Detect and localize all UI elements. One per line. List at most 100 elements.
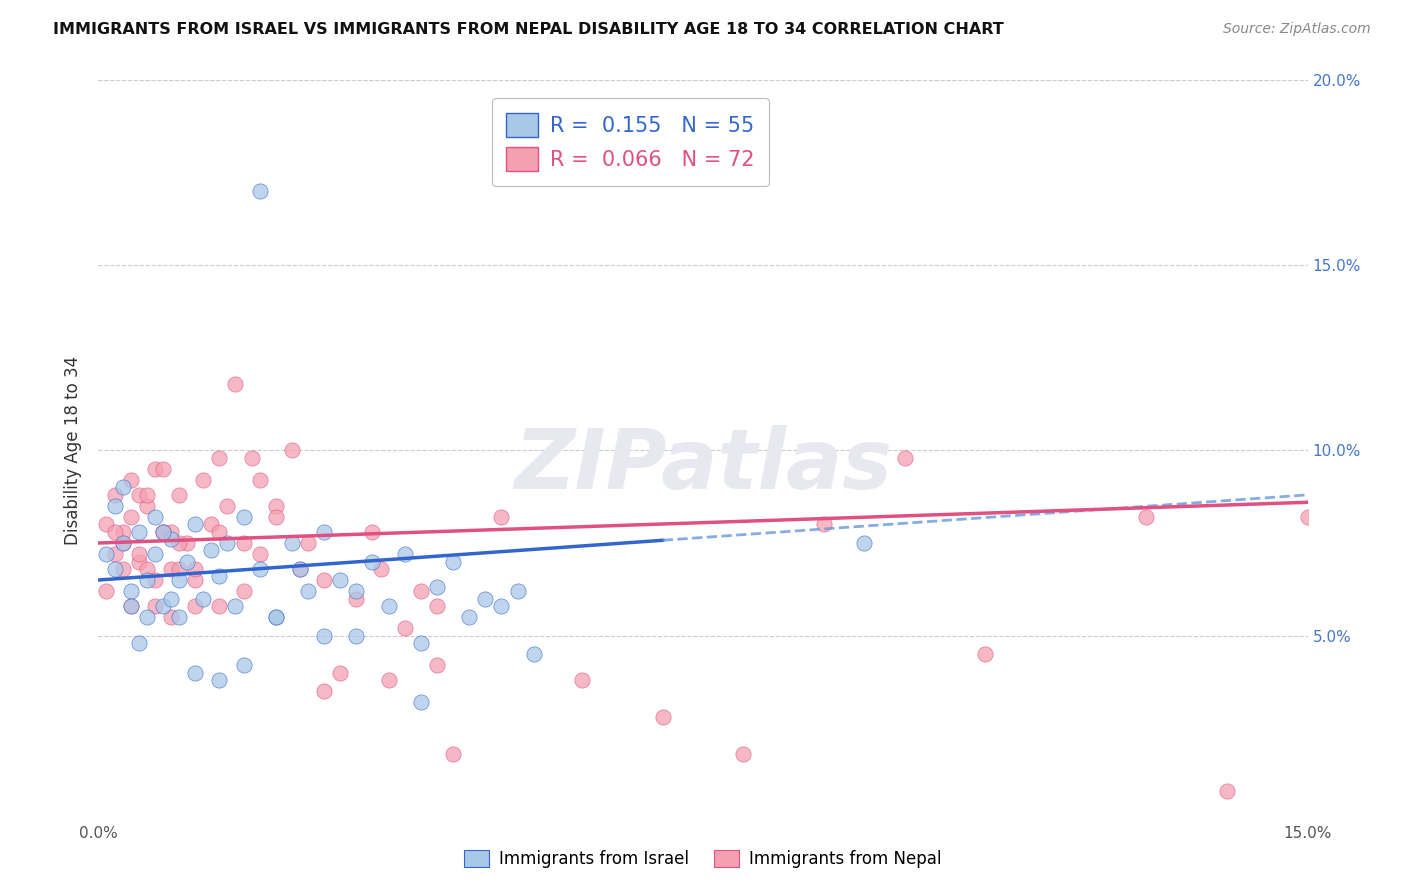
Point (184, 599, 207, 613)
Point (224, 376, 246, 391)
Point (506, 584, 529, 599)
Point (974, 647, 997, 661)
Text: Source: ZipAtlas.com: Source: ZipAtlas.com (1223, 22, 1371, 37)
Point (135, 562, 157, 576)
Point (426, 581, 449, 595)
Y-axis label: Disability Age 18 to 34: Disability Age 18 to 34 (65, 356, 83, 545)
Point (232, 510, 254, 524)
Text: ZIPatlas: ZIPatlas (515, 425, 891, 506)
Point (120, 510, 142, 524)
Point (344, 628, 367, 642)
Point (361, 554, 384, 569)
Point (167, 488, 190, 502)
Point (152, 524, 174, 539)
Point (224, 599, 246, 613)
Point (200, 517, 222, 532)
Point (474, 591, 496, 606)
Point (184, 573, 207, 587)
Point (314, 524, 336, 539)
Point (329, 665, 352, 680)
Point (249, 547, 271, 561)
Point (135, 610, 157, 624)
Point (135, 488, 157, 502)
Point (344, 584, 367, 599)
Point (297, 536, 319, 550)
Point (813, 517, 835, 532)
Point (160, 533, 183, 547)
Point (143, 547, 166, 561)
Point (264, 610, 287, 624)
Point (152, 524, 174, 539)
Point (135, 499, 157, 513)
Point (329, 573, 352, 587)
Text: IMMIGRANTS FROM ISRAEL VS IMMIGRANTS FROM NEPAL DISABILITY AGE 18 TO 34 CORRELAT: IMMIGRANTS FROM ISRAEL VS IMMIGRANTS FRO… (53, 22, 1004, 37)
Point (240, 450, 263, 465)
Point (426, 599, 449, 613)
Point (208, 599, 231, 613)
Point (1296, 510, 1319, 524)
Point (111, 536, 134, 550)
Point (103, 499, 125, 513)
Point (458, 610, 481, 624)
Point (176, 554, 198, 569)
Point (208, 450, 231, 465)
Point (208, 673, 231, 687)
Point (111, 536, 134, 550)
Point (297, 584, 319, 599)
Point (120, 599, 142, 613)
Point (217, 536, 239, 550)
Point (409, 695, 432, 709)
Point (288, 562, 311, 576)
Point (232, 584, 254, 599)
Point (120, 599, 142, 613)
Point (288, 562, 311, 576)
Point (167, 573, 190, 587)
Point (128, 488, 150, 502)
Point (143, 599, 166, 613)
Point (491, 510, 513, 524)
Point (377, 673, 399, 687)
Point (264, 499, 287, 513)
Point (232, 536, 254, 550)
Point (361, 524, 384, 539)
Point (733, 747, 755, 761)
Point (217, 499, 239, 513)
Point (571, 673, 593, 687)
Point (193, 591, 215, 606)
Point (167, 536, 190, 550)
Point (111, 481, 134, 495)
Point (152, 599, 174, 613)
Point (249, 473, 271, 487)
Point (176, 536, 198, 550)
Point (208, 569, 231, 583)
Point (651, 710, 673, 724)
Point (167, 562, 190, 576)
Point (184, 665, 207, 680)
Point (409, 584, 432, 599)
Point (394, 547, 416, 561)
Point (344, 591, 367, 606)
Point (143, 462, 166, 476)
Point (103, 562, 125, 576)
Point (264, 510, 287, 524)
Point (249, 184, 271, 198)
Point (193, 473, 215, 487)
Point (370, 562, 392, 576)
Point (232, 658, 254, 673)
Point (314, 628, 336, 642)
Point (184, 517, 207, 532)
Point (128, 547, 150, 561)
Point (96, 547, 118, 561)
Point (184, 562, 207, 576)
Point (441, 554, 464, 569)
Point (249, 562, 271, 576)
Point (135, 573, 157, 587)
Point (103, 488, 125, 502)
Point (409, 636, 432, 650)
Point (96, 517, 118, 532)
Point (1216, 784, 1239, 798)
Point (491, 599, 513, 613)
Point (103, 524, 125, 539)
Point (853, 536, 876, 550)
Point (160, 524, 183, 539)
